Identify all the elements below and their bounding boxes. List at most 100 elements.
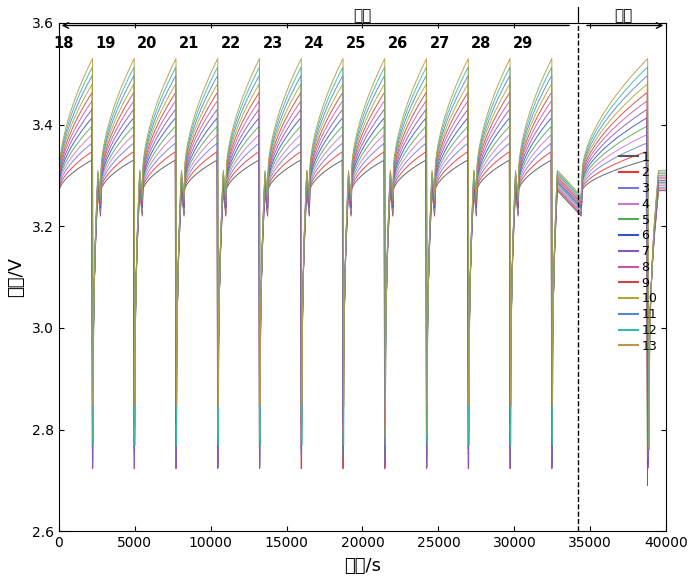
1 [468,224,476,231]
2 [55,211,63,218]
8 [644,445,653,452]
10 [214,434,222,441]
Line: 1: 1 [59,160,667,485]
12 [320,105,328,112]
8 [313,144,321,151]
1 [662,187,671,194]
7 [339,464,348,471]
2 [175,230,183,237]
11 [313,130,321,137]
Text: 28: 28 [471,36,491,51]
7 [55,203,63,210]
8 [320,129,328,136]
11 [338,72,347,79]
7 [320,134,328,141]
Text: |: | [575,7,580,23]
3 [360,159,368,166]
9 [468,213,476,220]
5 [140,171,149,178]
9 [360,126,368,133]
Line: 13: 13 [59,59,667,450]
5 [320,146,328,152]
10 [175,225,183,232]
4 [175,228,183,235]
3 [175,229,183,236]
3 [642,140,651,147]
10 [643,80,651,87]
11 [55,196,63,203]
2 [320,163,328,170]
10 [140,158,149,165]
3 [140,177,149,184]
1 [88,157,96,164]
12 [644,63,652,70]
9 [320,122,328,129]
13 [175,217,183,224]
5 [468,218,476,225]
4 [88,132,96,139]
9 [662,173,671,180]
7 [643,106,651,113]
2 [644,465,652,472]
12 [89,442,97,449]
1 [175,232,183,239]
9 [644,430,653,437]
6 [662,179,671,186]
8 [643,98,651,105]
12 [175,218,183,225]
8 [360,132,368,139]
5 [88,457,97,464]
4 [320,151,328,158]
2 [468,222,476,229]
5 [55,206,63,213]
4 [360,153,368,160]
Text: 22: 22 [221,36,241,51]
9 [313,139,322,146]
13 [320,100,328,107]
9 [88,89,97,96]
10 [468,212,476,219]
Text: 19: 19 [95,36,115,51]
8 [55,201,63,208]
11 [175,224,183,231]
1 [313,175,322,182]
7 [175,229,183,236]
Legend: 1, 2, 3, 4, 5, 6, 7, 8, 9, 10, 11, 12, 13: 1, 2, 3, 4, 5, 6, 7, 8, 9, 10, 11, 12, 1… [616,148,660,355]
7 [360,137,368,144]
6 [175,225,183,232]
Y-axis label: 电压/V: 电压/V [7,257,25,297]
Text: 正常: 正常 [353,8,372,23]
3 [313,165,322,172]
11 [320,111,328,118]
8 [662,175,671,182]
5 [175,226,183,233]
13 [313,121,322,128]
Text: 24: 24 [304,36,325,51]
Line: 3: 3 [59,143,667,454]
Line: 10: 10 [59,84,667,438]
2 [140,179,149,186]
4 [55,208,63,215]
9 [140,160,149,167]
12 [313,125,322,132]
3 [320,157,328,164]
6 [360,142,368,149]
1 [320,169,328,176]
13 [55,192,63,199]
Line: 2: 2 [59,152,667,469]
Line: 9: 9 [59,93,667,434]
4 [644,453,652,460]
12 [662,169,671,176]
10 [55,197,63,204]
6 [140,168,149,175]
Line: 4: 4 [59,135,667,457]
6 [313,152,322,159]
3 [55,209,63,216]
13 [645,446,653,453]
Text: 异常: 异常 [614,8,632,23]
4 [140,174,149,181]
6 [55,204,63,211]
Text: 18: 18 [54,36,74,51]
Text: 29: 29 [513,36,533,51]
9 [175,222,183,229]
